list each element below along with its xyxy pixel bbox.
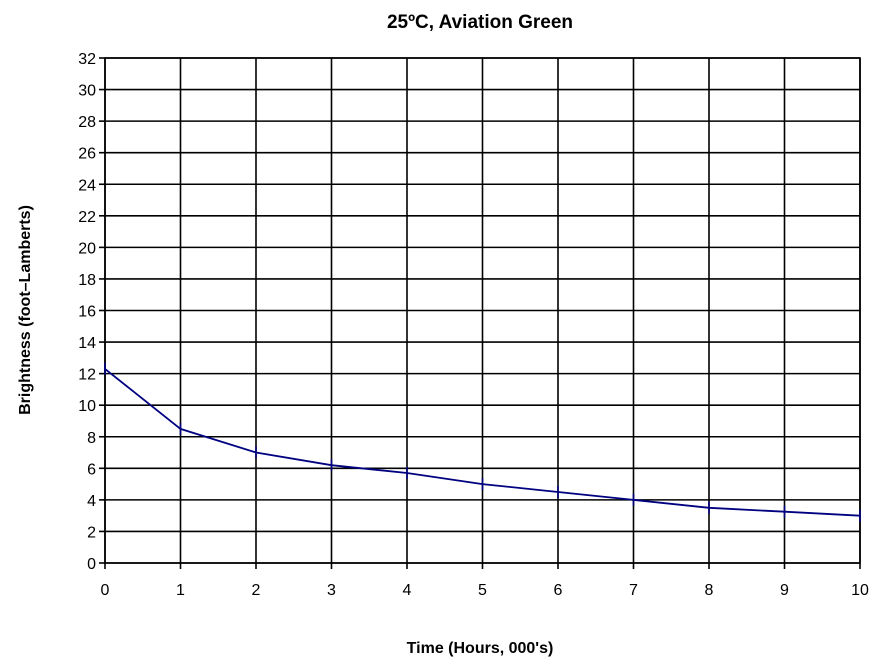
x-tick-label: 4: [403, 582, 412, 599]
y-tick-label: 0: [87, 556, 96, 573]
x-tick-label: 3: [327, 582, 336, 599]
x-tick-label: 6: [554, 582, 563, 599]
y-tick-label: 2: [87, 524, 96, 541]
x-tick-label: 10: [851, 582, 869, 599]
chart-title: 25ºC, Aviation Green: [387, 12, 573, 33]
y-tick-label: 28: [78, 114, 96, 131]
y-tick-label: 24: [78, 177, 96, 194]
y-tick-label: 12: [78, 367, 96, 384]
x-tick-label: 2: [252, 582, 261, 599]
x-axis-label: Time (Hours, 000's): [407, 640, 554, 657]
y-tick-label: 26: [78, 146, 96, 163]
x-tick-label: 5: [478, 582, 487, 599]
x-tick-label: 8: [705, 582, 714, 599]
y-tick-label: 14: [78, 335, 96, 352]
y-tick-label: 22: [78, 209, 96, 226]
y-tick-label: 32: [78, 51, 96, 68]
x-axis: 0 1 2 3 4 5 6 7 8 9 10: [101, 563, 869, 599]
y-tick-label: 20: [78, 240, 96, 257]
x-tick-label: 1: [176, 582, 185, 599]
y-tick-label: 6: [87, 461, 96, 478]
y-tick-label: 10: [78, 398, 96, 415]
x-tick-label: 0: [101, 582, 110, 599]
y-tick-label: 4: [87, 493, 96, 510]
x-tick-label: 9: [780, 582, 789, 599]
y-tick-label: 8: [87, 430, 96, 447]
y-tick-label: 18: [78, 272, 96, 289]
y-tick-label: 16: [78, 304, 96, 321]
x-tick-label: 7: [629, 582, 638, 599]
y-tick-label: 30: [78, 83, 96, 100]
y-axis-label: Brightness (foot–Lamberts): [17, 205, 34, 415]
series-group: [104, 362, 861, 522]
